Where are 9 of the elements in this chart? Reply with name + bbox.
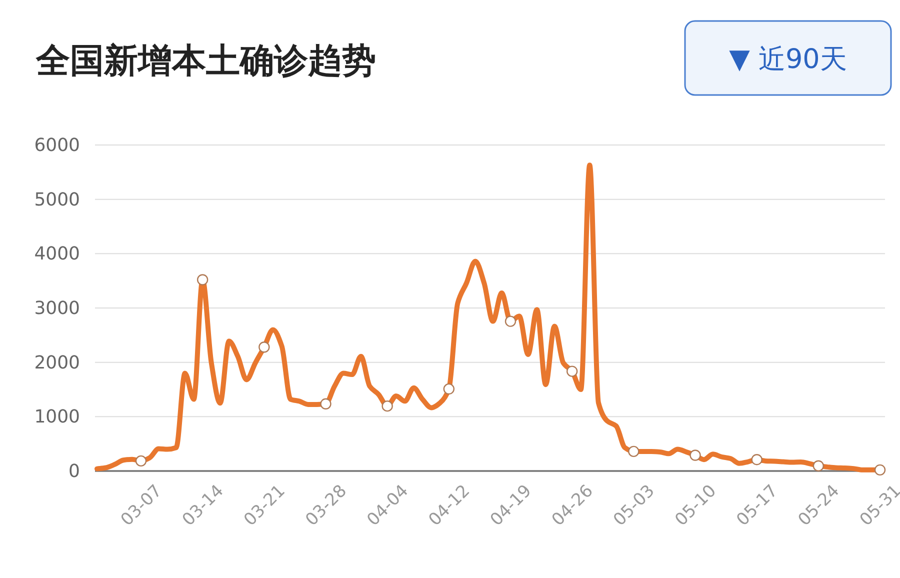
chart-title: 全国新增本土确诊趋势 [35,41,376,81]
y-tick-label: 2000 [34,352,80,374]
y-tick-label: 1000 [34,406,80,428]
y-tick-label: 0 [68,461,80,482]
y-tick-label: 5000 [34,189,80,210]
y-tick-label: 6000 [34,135,80,156]
y-tick-label: 3000 [34,298,80,319]
text: ▼ 近90天 [729,44,847,75]
y-tick-label: 4000 [34,244,80,265]
